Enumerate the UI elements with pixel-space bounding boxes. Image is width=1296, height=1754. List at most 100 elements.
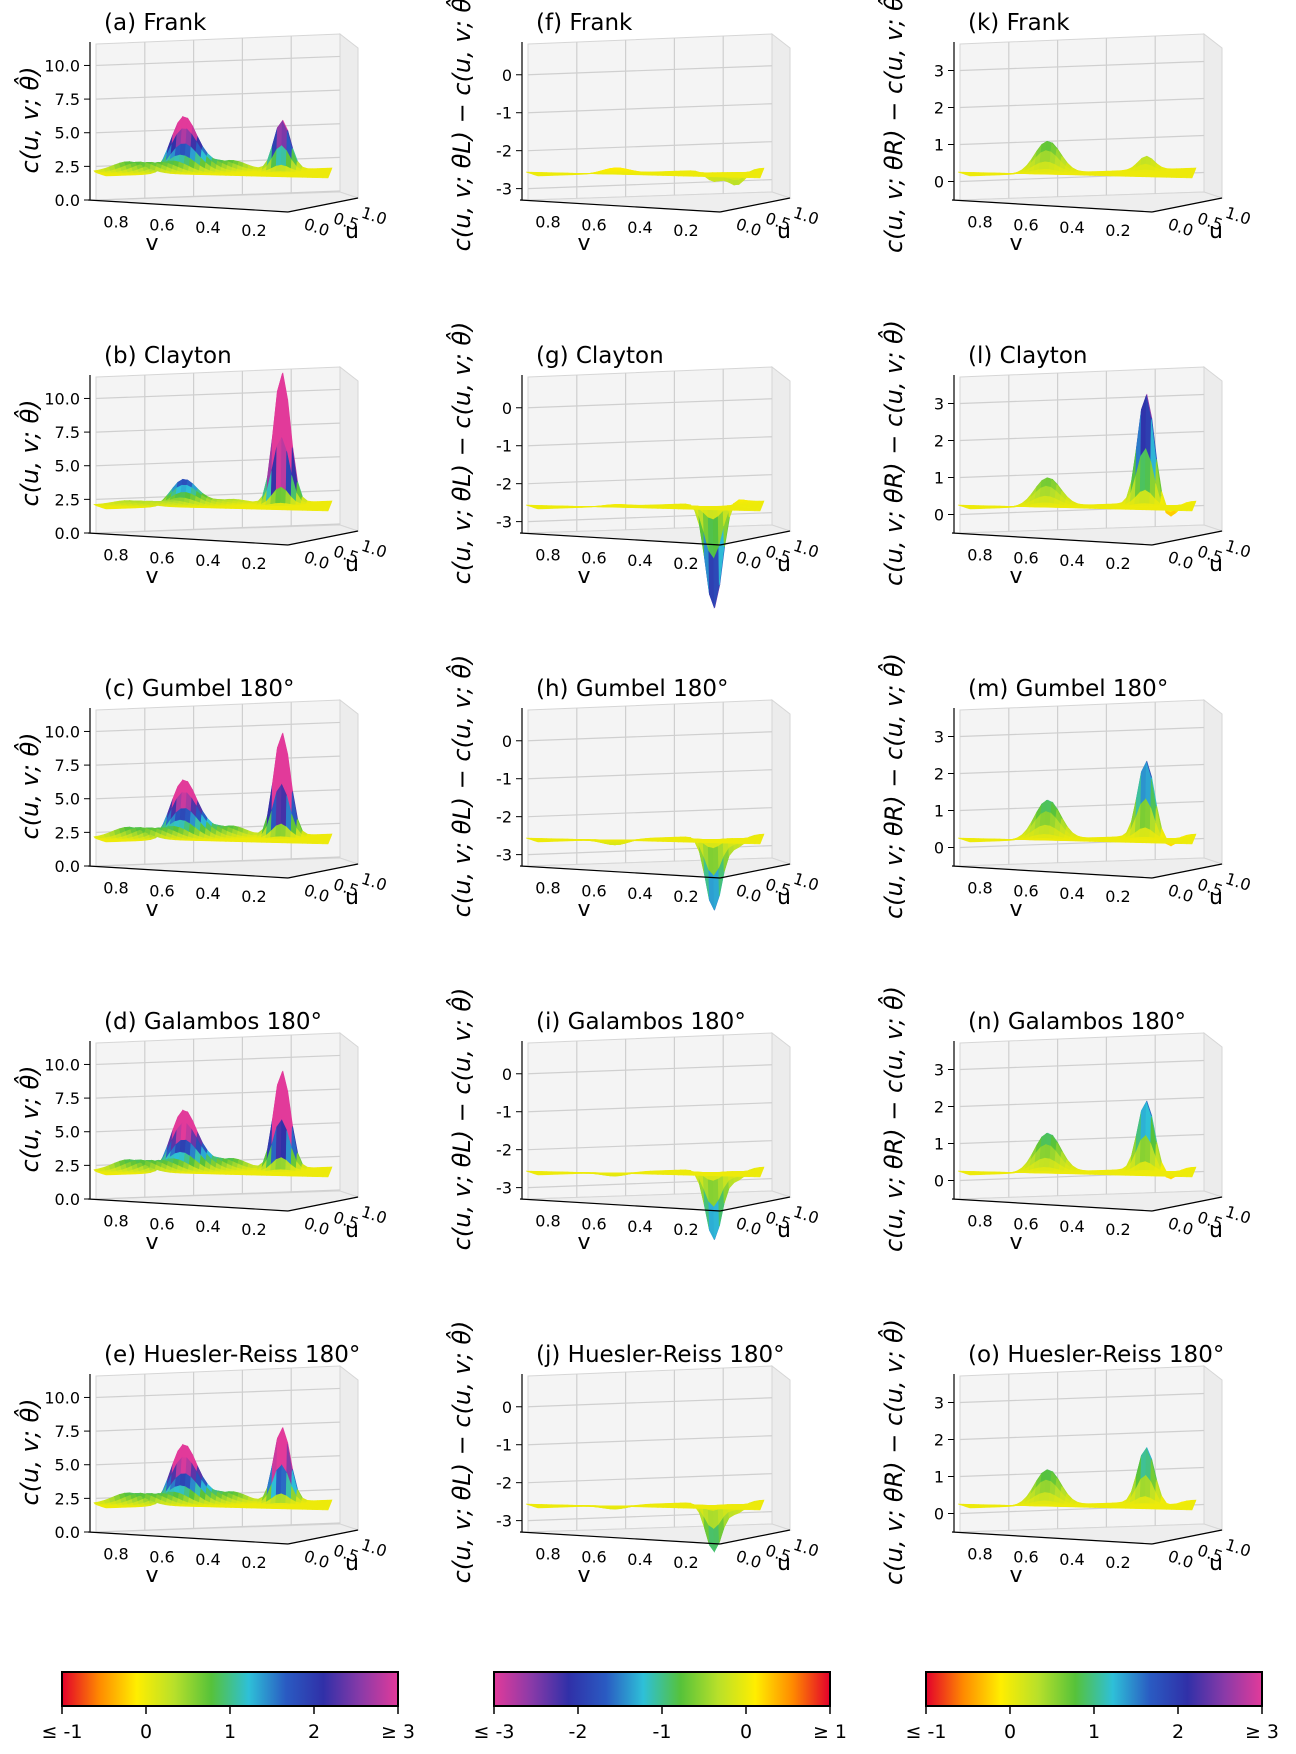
surface-facet — [275, 837, 281, 839]
z-tick-label: 2.5 — [55, 1489, 80, 1508]
surface-facet — [735, 1509, 741, 1510]
surface-facet — [755, 1509, 760, 1510]
z-axis-label: c(u, v; θL) − c(u, v; θ̂) — [446, 988, 476, 1251]
z-tick-label: -1 — [496, 437, 512, 456]
panel-title: (i) Galambos 180° — [536, 1009, 746, 1035]
y-tick-label: 1.0 — [359, 536, 389, 562]
surface-facet — [285, 504, 291, 507]
z-tick-label: 2.5 — [55, 490, 80, 509]
y-tick-label: 0.0 — [734, 1213, 764, 1239]
surface-facet — [724, 1508, 730, 1509]
side-wall — [772, 1033, 790, 1197]
colorbar: ≤ -1 0 1 2 ≥ 3 — [42, 1672, 415, 1743]
x-tick-label: 0.2 — [241, 1553, 266, 1572]
surface-facet — [750, 177, 756, 178]
x-tick-label: 0.8 — [103, 546, 128, 565]
surface-facet — [719, 842, 725, 843]
side-wall — [772, 700, 790, 864]
x-tick-label: 0.4 — [627, 1550, 652, 1569]
surface-facet — [280, 837, 286, 839]
surface-facet — [292, 176, 298, 177]
surface-facet — [277, 842, 283, 843]
surface-facet — [740, 1176, 746, 1177]
y-tick-label: 0.0 — [302, 1213, 332, 1239]
surface-facet — [735, 177, 741, 178]
z-axis-label: c(u, v; θ̂) — [14, 400, 44, 507]
surface-facet — [740, 510, 746, 511]
z-tick-label: -3 — [496, 1179, 512, 1198]
side-wall — [340, 34, 358, 198]
surface-facet — [318, 843, 324, 844]
surface-facet — [287, 509, 293, 510]
z-tick-label: 7.5 — [55, 756, 80, 775]
surface-facet — [282, 1508, 288, 1509]
surface-facet — [277, 176, 283, 177]
z-tick-label: 5.0 — [55, 457, 80, 476]
z-tick-label: 0 — [502, 1398, 512, 1417]
z-axis-label: c(u, v; θL) − c(u, v; θ̂) — [446, 1321, 476, 1584]
panel-title: (h) Gumbel 180° — [536, 676, 729, 702]
surface-facet — [303, 1509, 309, 1510]
y-tick-label: 1.0 — [791, 1202, 821, 1228]
surface-facet — [729, 176, 735, 177]
y-tick-label: 0.0 — [302, 880, 332, 906]
x-tick-label: 0.4 — [195, 1217, 220, 1236]
surface-facet — [297, 1175, 303, 1176]
panel: 0.02.55.07.510.00.8 0.6 0.4 0.2v0.0 0.51.0u(… — [14, 1009, 390, 1255]
colorbar: ≤ -3 -2 -1 0 ≥ 1 — [474, 1672, 847, 1743]
surface-facet — [313, 510, 319, 511]
surface-facet — [318, 1176, 324, 1177]
z-tick-label: -1 — [496, 1103, 512, 1122]
x-tick-label: 0.8 — [103, 879, 128, 898]
x-axis-label: v — [577, 897, 590, 922]
colorbar-tick-label: ≤ -1 — [42, 1721, 83, 1743]
surface-facet — [755, 510, 760, 511]
surface-facet — [734, 179, 739, 184]
surface-facet — [287, 1175, 293, 1176]
x-tick-label: 0.2 — [241, 887, 266, 906]
surface-facet — [724, 509, 730, 510]
x-tick-label: 0.8 — [535, 1545, 560, 1564]
surface-facet — [719, 176, 725, 177]
surface-facet — [735, 843, 741, 844]
z-tick-label: 7.5 — [55, 90, 80, 109]
surface-facet — [323, 843, 328, 844]
colorbar-gradient — [62, 1672, 398, 1706]
colorbar-tick-label: 1 — [224, 1721, 236, 1743]
surface-facet — [323, 1509, 328, 1510]
x-tick-label: 0.2 — [673, 1553, 698, 1572]
surface-facet — [323, 1176, 328, 1177]
x-axis-label: v — [145, 1563, 158, 1588]
surface-facet — [714, 509, 720, 510]
surface-facet — [745, 177, 751, 178]
z-tick-label: -3 — [496, 846, 512, 865]
surface-facet — [738, 502, 743, 504]
y-axis-label: u — [345, 219, 359, 244]
surface-facet — [282, 842, 288, 843]
z-tick-label: -3 — [496, 513, 512, 532]
x-axis-label: v — [145, 564, 158, 589]
z-tick-label: -3 — [496, 180, 512, 199]
panel: 0.02.55.07.510.00.8 0.6 0.4 0.2v0.0 0.51.0u(… — [14, 676, 390, 922]
surface-facet — [308, 1176, 314, 1177]
surface-facet — [253, 167, 259, 170]
z-tick-label: 5.0 — [55, 790, 80, 809]
panel: 0.02.55.07.510.00.8 0.6 0.4 0.2v0.0 0.51.0u(… — [14, 10, 390, 256]
x-tick-label: 0.4 — [627, 551, 652, 570]
surface-facet — [724, 842, 730, 843]
surface-facet — [755, 177, 760, 178]
panel: 0.02.55.07.510.00.8 0.6 0.4 0.2v0.0 0.51.0u(… — [14, 1342, 390, 1588]
surface-facet — [709, 176, 715, 177]
x-tick-label: 0.4 — [195, 551, 220, 570]
surface-facet — [308, 510, 314, 511]
x-tick-label: 0.4 — [627, 884, 652, 903]
z-tick-label: 5.0 — [55, 1456, 80, 1475]
z-tick-label: 5.0 — [55, 1123, 80, 1142]
surface-facet — [276, 1158, 282, 1170]
surface-facet — [287, 842, 293, 843]
y-tick-label: 0.0 — [734, 547, 764, 573]
z-axis-label: c(u, v; θ̂) — [14, 1066, 44, 1173]
surface-facet — [292, 509, 298, 510]
